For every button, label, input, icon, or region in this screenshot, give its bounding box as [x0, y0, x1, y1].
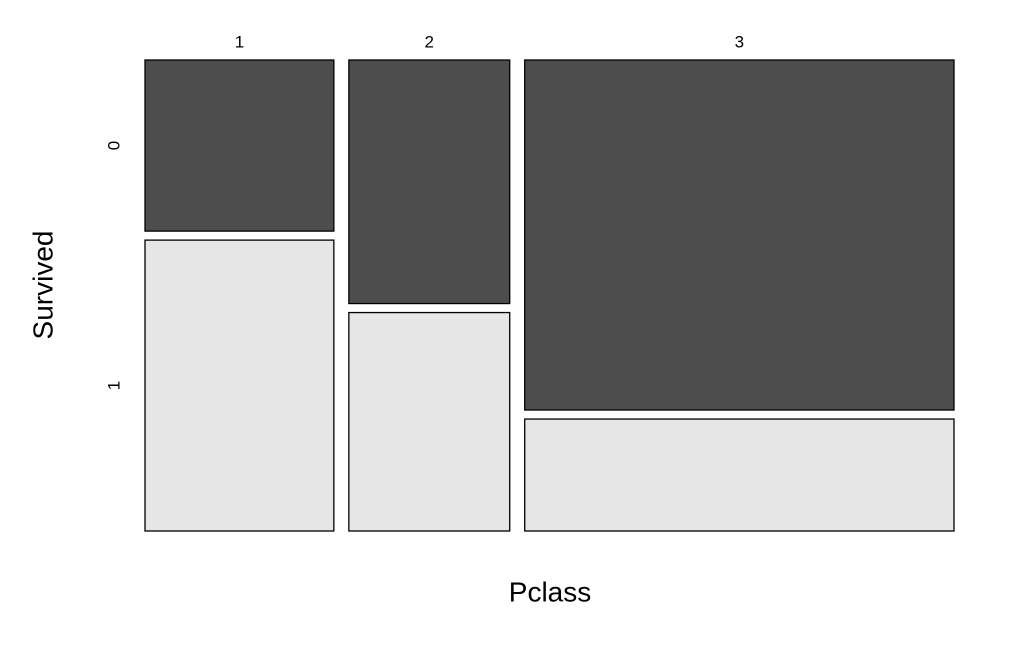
mosaic-cell: [144, 239, 335, 532]
row-label: 1: [104, 381, 123, 390]
x-axis-label: Pclass: [509, 576, 591, 607]
row-label: 0: [104, 141, 123, 150]
mosaic-cell: [524, 59, 955, 411]
column-label: 3: [735, 32, 744, 51]
column-label: 2: [425, 32, 434, 51]
column-label: 1: [235, 32, 244, 51]
mosaic-cell: [144, 59, 335, 232]
y-axis-label: Survived: [27, 231, 58, 340]
mosaic-cell: [524, 418, 955, 532]
mosaic-cell: [348, 59, 511, 305]
mosaic-cell: [348, 311, 511, 532]
